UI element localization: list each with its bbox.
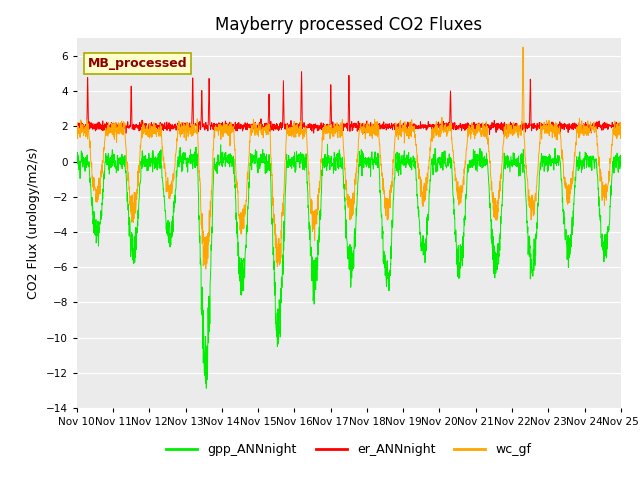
er_ANNnight	[617, 122, 625, 128]
wc_gf	[376, 153, 384, 158]
Legend: gpp_ANNnight, er_ANNnight, wc_gf: gpp_ANNnight, er_ANNnight, wc_gf	[161, 438, 536, 461]
gpp_ANNnight	[377, 195, 385, 201]
Text: MB_processed: MB_processed	[88, 57, 188, 70]
Line: wc_gf: wc_gf	[77, 47, 621, 269]
gpp_ANNnight	[324, 142, 332, 147]
gpp_ANNnight	[73, 158, 81, 164]
wc_gf	[202, 266, 210, 272]
wc_gf	[584, 132, 592, 138]
gpp_ANNnight	[584, 163, 592, 169]
Title: Mayberry processed CO2 Fluxes: Mayberry processed CO2 Fluxes	[215, 16, 483, 34]
er_ANNnight	[486, 132, 493, 137]
wc_gf	[73, 132, 81, 138]
wc_gf	[365, 124, 372, 130]
er_ANNnight	[584, 122, 592, 128]
wc_gf	[225, 124, 232, 130]
er_ANNnight	[508, 125, 515, 131]
gpp_ANNnight	[617, 152, 625, 158]
er_ANNnight	[73, 126, 81, 132]
wc_gf	[617, 121, 625, 127]
gpp_ANNnight	[508, 157, 515, 163]
er_ANNnight	[298, 69, 305, 75]
wc_gf	[570, 173, 577, 179]
gpp_ANNnight	[365, 165, 372, 171]
er_ANNnight	[570, 127, 577, 132]
gpp_ANNnight	[570, 208, 577, 214]
gpp_ANNnight	[202, 385, 210, 391]
wc_gf	[519, 44, 527, 50]
Line: gpp_ANNnight: gpp_ANNnight	[77, 144, 621, 388]
Line: er_ANNnight: er_ANNnight	[77, 72, 621, 134]
Y-axis label: CO2 Flux (urology/m2/s): CO2 Flux (urology/m2/s)	[28, 147, 40, 299]
er_ANNnight	[376, 126, 384, 132]
er_ANNnight	[225, 123, 232, 129]
er_ANNnight	[365, 124, 372, 130]
gpp_ANNnight	[225, 160, 232, 166]
wc_gf	[507, 132, 515, 137]
